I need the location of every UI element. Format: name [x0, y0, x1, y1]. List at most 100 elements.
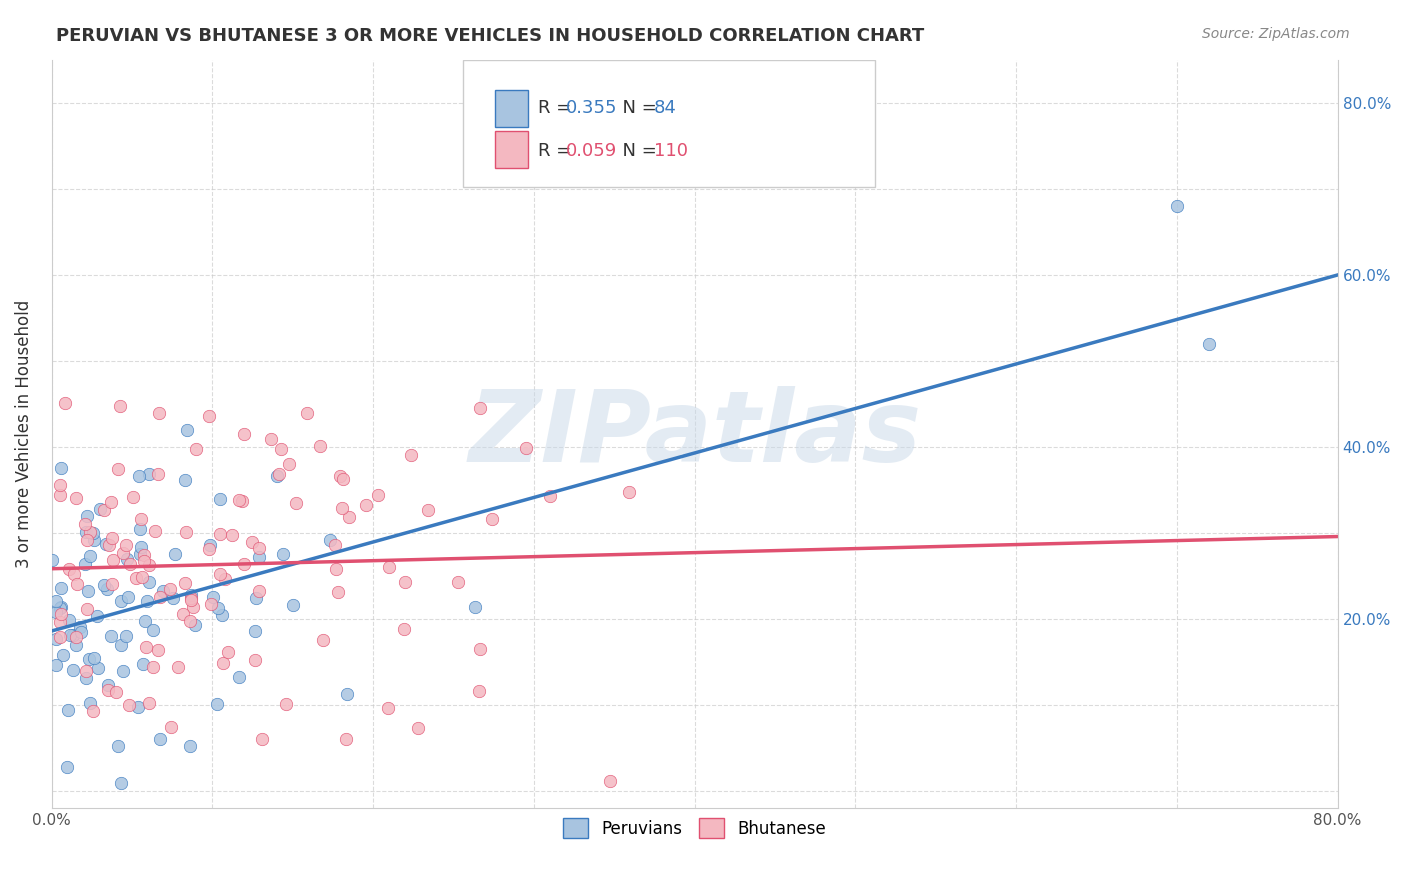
- Peruvians: [45, 632, 67, 646]
- Peruvians: [131, 541, 153, 555]
- Bhutanese: [312, 632, 335, 647]
- Peruvians: [100, 629, 122, 643]
- Peruvians: [114, 629, 136, 643]
- Peruvians: [132, 657, 155, 671]
- Bhutanese: [335, 731, 357, 746]
- Bhutanese: [481, 512, 503, 526]
- Bhutanese: [367, 488, 389, 502]
- Bhutanese: [325, 538, 347, 552]
- Bhutanese: [447, 575, 470, 590]
- Bhutanese: [173, 575, 195, 590]
- Bhutanese: [228, 492, 250, 507]
- Bhutanese: [118, 698, 141, 712]
- Peruvians: [138, 574, 160, 589]
- Peruvians: [75, 524, 97, 539]
- Peruvians: [207, 600, 229, 615]
- Bhutanese: [75, 665, 97, 679]
- Bhutanese: [112, 546, 135, 560]
- Text: Source: ZipAtlas.com: Source: ZipAtlas.com: [1202, 27, 1350, 41]
- Bhutanese: [267, 467, 290, 482]
- Peruvians: [162, 591, 184, 605]
- Peruvians: [138, 467, 160, 481]
- Bhutanese: [49, 488, 72, 502]
- Text: N =: N =: [612, 99, 662, 117]
- Peruvians: [179, 739, 201, 754]
- Bhutanese: [208, 566, 231, 581]
- Bhutanese: [416, 502, 439, 516]
- Bhutanese: [58, 562, 80, 576]
- Peruvians: [45, 605, 67, 619]
- Bhutanese: [337, 510, 360, 524]
- Bhutanese: [270, 442, 292, 456]
- Peruvians: [56, 703, 79, 717]
- Peruvians: [127, 699, 149, 714]
- Bhutanese: [122, 490, 145, 504]
- Bhutanese: [138, 558, 160, 572]
- Bhutanese: [76, 533, 98, 547]
- Bhutanese: [200, 597, 222, 611]
- Peruvians: [65, 638, 87, 652]
- Peruvians: [62, 628, 84, 642]
- Peruvians: [96, 582, 118, 597]
- Bhutanese: [309, 439, 332, 453]
- Bhutanese: [174, 524, 197, 539]
- Peruvians: [89, 502, 111, 516]
- Peruvians: [49, 599, 72, 614]
- Bhutanese: [98, 538, 121, 552]
- FancyBboxPatch shape: [495, 131, 527, 169]
- Text: ZIPatlas: ZIPatlas: [468, 385, 921, 483]
- Text: PERUVIAN VS BHUTANESE 3 OR MORE VEHICLES IN HOUSEHOLD CORRELATION CHART: PERUVIAN VS BHUTANESE 3 OR MORE VEHICLES…: [56, 27, 925, 45]
- Peruvians: [93, 577, 115, 591]
- Bhutanese: [180, 591, 202, 606]
- Bhutanese: [326, 585, 349, 599]
- Bhutanese: [93, 503, 115, 517]
- Peruvians: [51, 581, 73, 595]
- Legend: Peruvians, Bhutanese: Peruvians, Bhutanese: [557, 812, 832, 845]
- Bhutanese: [538, 489, 561, 503]
- Bhutanese: [214, 572, 236, 586]
- Bhutanese: [100, 495, 122, 509]
- Bhutanese: [82, 704, 104, 718]
- Bhutanese: [198, 542, 221, 557]
- Peruvians: [110, 638, 132, 652]
- Peruvians: [134, 615, 156, 629]
- FancyBboxPatch shape: [463, 60, 875, 187]
- Bhutanese: [180, 592, 202, 607]
- Text: 0.355: 0.355: [567, 99, 617, 117]
- Y-axis label: 3 or more Vehicles in Household: 3 or more Vehicles in Household: [15, 300, 32, 568]
- Bhutanese: [79, 525, 101, 540]
- Peruvians: [75, 671, 97, 685]
- Bhutanese: [297, 406, 319, 420]
- Peruvians: [128, 469, 150, 483]
- Bhutanese: [51, 607, 73, 621]
- Peruvians: [165, 547, 187, 561]
- Peruvians: [281, 598, 304, 612]
- Bhutanese: [274, 697, 297, 711]
- Text: N =: N =: [612, 142, 662, 160]
- Bhutanese: [167, 660, 190, 674]
- Bhutanese: [146, 643, 169, 657]
- Bhutanese: [233, 558, 256, 572]
- Peruvians: [111, 665, 134, 679]
- Bhutanese: [394, 574, 416, 589]
- Peruvians: [55, 760, 77, 774]
- Bhutanese: [617, 485, 640, 500]
- Bhutanese: [378, 560, 401, 574]
- Bhutanese: [515, 442, 537, 456]
- Bhutanese: [159, 582, 181, 596]
- Bhutanese: [233, 426, 256, 441]
- Peruvians: [62, 663, 84, 677]
- Bhutanese: [118, 557, 141, 571]
- Peruvians: [174, 474, 197, 488]
- Bhutanese: [181, 599, 204, 614]
- Peruvians: [86, 609, 108, 624]
- Peruvians: [107, 739, 129, 754]
- Peruvians: [245, 591, 267, 605]
- Bhutanese: [231, 494, 253, 508]
- Peruvians: [211, 607, 233, 622]
- Bhutanese: [247, 584, 270, 599]
- Peruvians: [198, 538, 221, 552]
- Peruvians: [149, 731, 172, 746]
- Bhutanese: [329, 469, 352, 483]
- Bhutanese: [132, 554, 155, 568]
